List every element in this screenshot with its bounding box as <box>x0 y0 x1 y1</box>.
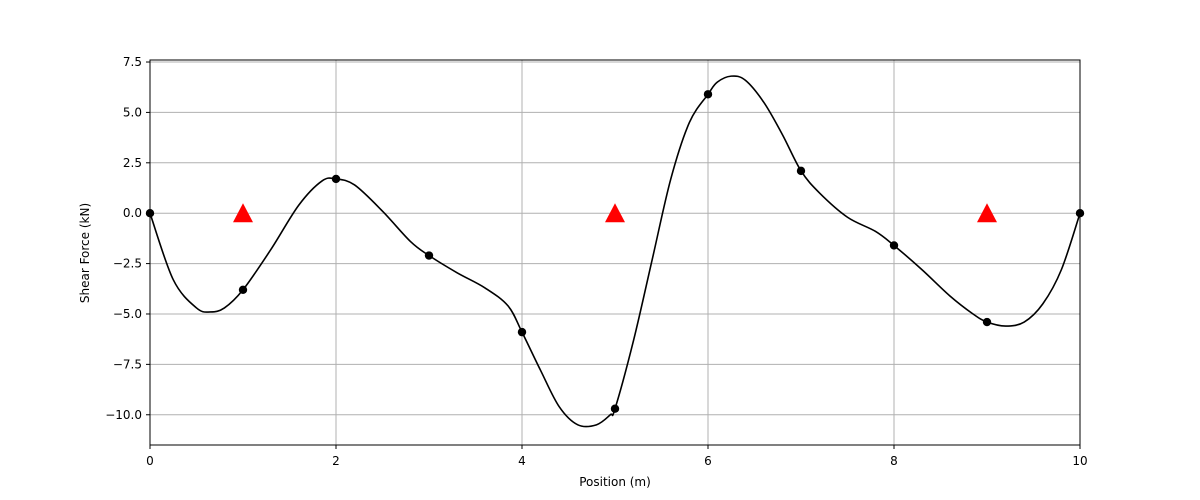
data-point <box>610 404 620 413</box>
data-point <box>331 174 341 184</box>
support-marker <box>233 203 253 223</box>
data-point <box>238 285 248 294</box>
plot-background <box>150 60 1080 445</box>
data-point <box>889 241 899 250</box>
y-tick-label: −7.5 <box>113 357 142 371</box>
x-tick-label: 2 <box>332 454 340 468</box>
x-tick-label: 10 <box>1072 454 1087 468</box>
support-marker <box>977 203 997 223</box>
series-layer <box>145 75 1085 428</box>
data-point <box>517 327 527 337</box>
y-axis-label: Shear Force (kN) <box>78 203 92 303</box>
support-marker <box>605 203 625 223</box>
ticks-layer: 0 2 4 6 8 10 7.5 5.0 2.5 0.0 −2.5 −5.0 −7.5 −10.0 <box>105 55 1087 468</box>
plot-frame <box>149 59 1081 446</box>
x-tick-label: 0 <box>146 454 154 468</box>
data-point <box>424 251 434 260</box>
x-tick-label: 8 <box>890 454 898 468</box>
x-tick-label: 6 <box>704 454 712 468</box>
x-tick-label: 4 <box>518 454 526 468</box>
y-tick-label: −2.5 <box>113 257 142 271</box>
data-point <box>796 166 806 176</box>
data-point <box>703 90 713 99</box>
x-axis-label: Position (m) <box>579 475 651 489</box>
shear-force-line <box>149 75 1081 428</box>
y-tick-label: 7.5 <box>123 55 142 69</box>
y-tick-label: 2.5 <box>123 156 142 170</box>
y-tick-label: −10.0 <box>105 408 142 422</box>
y-tick-label: 0.0 <box>123 206 142 220</box>
y-tick-label: −5.0 <box>113 307 142 321</box>
data-point <box>982 317 992 327</box>
y-tick-label: 5.0 <box>123 105 142 119</box>
